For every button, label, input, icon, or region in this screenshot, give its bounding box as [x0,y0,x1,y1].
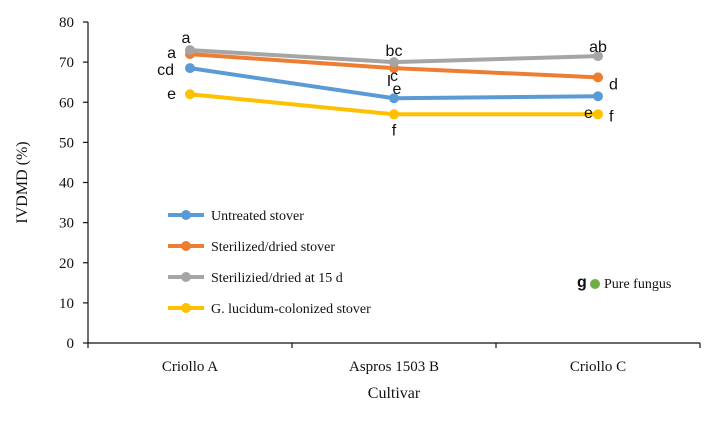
pure-fungus-annotation: g Pure fungus [577,274,671,292]
data-point [389,57,399,68]
significance-label: e [393,81,402,98]
legend-item-sterilizied-dried-at-15-d: Sterilizied/dried at 15 d [168,271,343,286]
data-point [185,89,195,100]
legend-label: Untreated stover [211,209,304,224]
data-point [389,93,399,104]
significance-label: bc [386,43,403,60]
significance-label: cd [157,62,174,79]
data-point [389,109,399,120]
legend-item-untreated-stover: Untreated stover [168,209,304,224]
significance-label: a [167,45,176,62]
y-tick-label: 30 [59,216,74,232]
x-tick-label: Criollo C [570,359,626,375]
y-tick-label: 80 [59,15,74,31]
x-tick-label: Aspros 1503 B [349,359,439,375]
y-tick-label: 50 [59,135,74,151]
legend: Untreated stover Sterilized/dried stover S… [168,209,371,317]
legend-swatch-marker [181,303,191,313]
significance-label: e [584,105,593,122]
x-axis-title: Cultivar [368,385,421,402]
error-bar-marker: I [387,73,391,90]
legend-item-g-lucidum-colonized-stover: G. lucidum-colonized stover [168,302,371,317]
legend-label: Sterilized/dried stover [211,240,335,255]
y-tick-label: 60 [59,95,74,111]
legend-label: Sterilizied/dried at 15 d [211,271,343,286]
y-tick-label: 0 [67,336,75,352]
data-point [593,72,603,83]
x-axis-ticks: Criollo A Aspros 1503 B Criollo C [87,343,701,375]
x-tick-label: Criollo A [162,359,218,375]
y-tick-label: 10 [59,296,74,312]
legend-swatch-marker [181,210,191,220]
pure-fungus-letter: g [577,274,587,291]
significance-label: ab [589,39,607,56]
series-layer [185,45,603,120]
significance-label: d [609,76,618,93]
series-g-lucidum-colonized-stover [185,89,603,120]
significance-label: a [182,30,191,47]
significance-label: e [167,86,176,103]
legend-item-sterilized-dried-stover: Sterilized/dried stover [168,240,335,255]
data-point [593,91,603,102]
significance-label: f [392,122,397,139]
y-axis-title: IVDMD (%) [14,141,31,223]
significance-label: f [609,108,614,125]
y-tick-label: 40 [59,176,74,192]
significance-label: c [390,68,398,85]
data-point [593,51,603,62]
data-point [593,109,603,120]
y-tick-label: 20 [59,256,74,272]
legend-swatch-marker [181,272,191,282]
pure-fungus-marker [590,279,600,289]
y-axis-ticks: 0 10 20 30 40 50 60 70 80 [59,15,88,352]
legend-label: G. lucidum-colonized stover [211,302,371,317]
legend-swatch-marker [181,241,191,251]
data-point [185,63,195,74]
data-point [185,45,195,56]
series-sterilizied-dried-at-15-d [185,45,603,68]
y-tick-label: 70 [59,55,74,71]
pure-fungus-label: Pure fungus [604,277,671,292]
series-untreated-stover [185,63,603,104]
